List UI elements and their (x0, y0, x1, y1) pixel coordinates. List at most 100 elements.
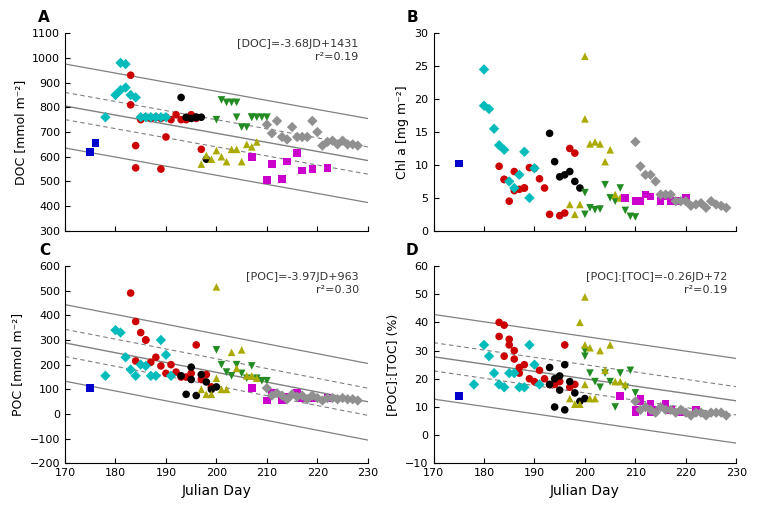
Point (634, 162, 647, 171)
Point (568, 389, 581, 397)
Point (114, 59, 127, 67)
Point (609, 403, 622, 411)
Point (640, 403, 652, 411)
Point (196, 385, 208, 393)
Point (498, 176, 510, 184)
Point (609, 197, 622, 205)
Point (200, 151, 212, 159)
Text: [POC]:[TOC]=-0.26JD+72
r²=0.19: [POC]:[TOC]=-0.26JD+72 r²=0.19 (586, 272, 727, 295)
Point (200, 390, 212, 399)
Point (553, 372, 565, 380)
Text: D: D (406, 243, 418, 258)
Point (211, 283, 223, 291)
Point (589, 378, 601, 386)
Point (255, 377, 268, 385)
Point (715, 409, 727, 417)
Point (518, 184, 531, 192)
Point (281, 158, 293, 166)
Point (230, 98, 243, 106)
Point (296, 391, 309, 400)
Point (246, 384, 258, 392)
Point (226, 145, 238, 153)
Point (296, 166, 309, 175)
Point (180, 116, 193, 124)
Point (286, 123, 298, 131)
Point (508, 167, 520, 176)
Point (84, 384, 96, 392)
Text: [DOC]=-3.68JD+1431
r²=0.19: [DOC]=-3.68JD+1431 r²=0.19 (237, 39, 359, 63)
Point (291, 149, 303, 157)
Point (261, 397, 273, 405)
Point (553, 386, 565, 394)
Point (650, 406, 662, 414)
Point (720, 204, 732, 212)
Point (670, 197, 682, 205)
Point (185, 376, 197, 384)
Point (478, 102, 490, 110)
Point (634, 394, 647, 403)
Point (346, 395, 359, 403)
Point (342, 395, 354, 403)
Point (155, 336, 167, 344)
Point (564, 394, 576, 403)
Point (680, 197, 692, 205)
Point (594, 205, 606, 213)
Point (513, 171, 525, 179)
Point (276, 397, 288, 405)
Point (513, 383, 525, 391)
Point (543, 380, 556, 388)
Point (175, 93, 187, 101)
Point (145, 358, 157, 366)
Point (579, 394, 591, 403)
Point (604, 341, 616, 349)
Point (629, 213, 641, 221)
Point (518, 184, 531, 192)
Point (170, 368, 182, 376)
Point (568, 380, 581, 388)
Point (584, 140, 596, 148)
Point (240, 140, 252, 149)
Point (523, 194, 535, 202)
Point (498, 352, 510, 360)
Point (468, 380, 480, 388)
Point (538, 184, 550, 192)
Point (675, 409, 687, 417)
Point (337, 136, 349, 145)
Point (553, 173, 565, 181)
Point (286, 390, 298, 399)
Point (130, 372, 142, 380)
Point (160, 113, 172, 121)
Point (644, 171, 656, 179)
Point (281, 135, 293, 144)
Point (629, 398, 641, 406)
Point (579, 352, 591, 360)
Point (352, 142, 364, 150)
Point (190, 113, 202, 121)
Point (559, 341, 571, 349)
Point (523, 163, 535, 172)
Point (327, 136, 339, 145)
Point (215, 96, 227, 104)
Point (493, 141, 505, 149)
Point (574, 184, 586, 192)
Point (276, 391, 288, 400)
Point (124, 365, 136, 374)
Point (589, 138, 601, 146)
Point (139, 113, 152, 121)
Point (508, 369, 520, 377)
Point (564, 378, 576, 386)
Point (135, 113, 147, 121)
Point (180, 373, 193, 381)
Point (568, 177, 581, 185)
Point (629, 197, 641, 205)
Point (352, 397, 364, 405)
Point (306, 165, 318, 173)
Point (185, 369, 197, 377)
Point (670, 197, 682, 205)
Point (321, 394, 334, 402)
Point (155, 113, 167, 121)
Point (150, 372, 162, 380)
Point (306, 391, 318, 400)
Point (493, 332, 505, 341)
Point (700, 204, 712, 212)
